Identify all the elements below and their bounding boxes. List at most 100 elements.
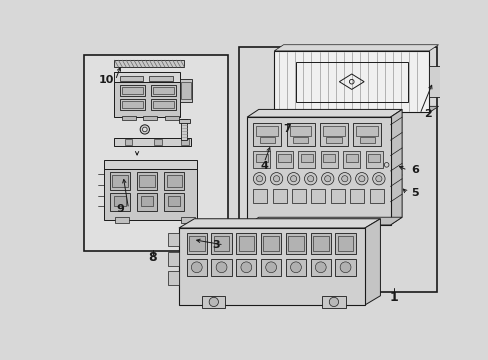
Polygon shape xyxy=(390,109,401,225)
Bar xyxy=(428,66,439,97)
Circle shape xyxy=(341,176,347,182)
Bar xyxy=(310,233,330,254)
Circle shape xyxy=(304,172,316,185)
Bar xyxy=(289,126,311,136)
Bar xyxy=(137,193,157,211)
Circle shape xyxy=(340,262,350,273)
Bar xyxy=(120,99,144,110)
Circle shape xyxy=(290,176,296,182)
Bar xyxy=(179,78,192,102)
Bar xyxy=(151,99,176,110)
Circle shape xyxy=(256,176,262,182)
Circle shape xyxy=(287,172,299,185)
Bar xyxy=(268,121,273,145)
Circle shape xyxy=(355,172,367,185)
Bar xyxy=(330,189,344,203)
Bar xyxy=(122,101,142,108)
Circle shape xyxy=(216,262,226,273)
Bar xyxy=(168,252,179,266)
Polygon shape xyxy=(246,109,401,117)
Bar xyxy=(186,233,206,254)
Bar xyxy=(181,82,190,99)
Bar xyxy=(319,123,347,147)
Bar xyxy=(291,189,305,203)
Bar xyxy=(179,119,189,123)
Circle shape xyxy=(140,125,149,134)
Bar xyxy=(114,60,183,67)
Bar xyxy=(122,87,142,94)
Bar xyxy=(189,236,204,251)
Bar xyxy=(306,124,320,134)
Bar xyxy=(272,189,286,203)
Bar xyxy=(151,85,176,96)
Bar xyxy=(345,154,357,162)
Bar xyxy=(164,172,184,190)
Circle shape xyxy=(324,176,330,182)
Polygon shape xyxy=(103,160,196,170)
Bar xyxy=(381,160,390,170)
Bar xyxy=(300,154,312,162)
Text: 3: 3 xyxy=(212,240,220,250)
Bar xyxy=(356,126,377,136)
Bar xyxy=(149,76,172,81)
Text: 10: 10 xyxy=(98,75,114,85)
Bar xyxy=(322,296,345,308)
Polygon shape xyxy=(305,116,325,120)
Bar xyxy=(84,55,227,251)
Bar xyxy=(365,151,382,168)
Bar xyxy=(310,259,330,276)
Bar xyxy=(164,193,184,211)
Bar xyxy=(186,259,206,276)
Polygon shape xyxy=(114,72,179,82)
Bar xyxy=(139,175,155,187)
Bar xyxy=(298,151,315,168)
Bar xyxy=(137,172,157,190)
Circle shape xyxy=(270,172,282,185)
Bar xyxy=(143,116,157,120)
Polygon shape xyxy=(274,106,438,112)
Bar xyxy=(164,116,179,120)
Bar xyxy=(253,123,281,147)
Polygon shape xyxy=(114,138,191,147)
Bar xyxy=(124,139,132,145)
Bar xyxy=(305,120,322,142)
Bar xyxy=(328,136,340,140)
Polygon shape xyxy=(274,45,438,51)
Circle shape xyxy=(372,172,384,185)
Bar xyxy=(323,154,335,162)
Bar xyxy=(369,189,383,203)
Circle shape xyxy=(241,262,251,273)
Text: 8: 8 xyxy=(148,251,157,264)
Circle shape xyxy=(191,262,202,273)
Bar xyxy=(236,233,256,254)
Circle shape xyxy=(315,262,325,273)
Polygon shape xyxy=(364,219,380,305)
Bar xyxy=(154,139,162,145)
Bar xyxy=(253,189,267,203)
Bar xyxy=(280,142,287,147)
Bar xyxy=(382,178,399,195)
Bar xyxy=(337,236,352,251)
Bar xyxy=(110,193,130,211)
Bar xyxy=(181,139,189,145)
Bar xyxy=(114,195,126,206)
Bar xyxy=(246,117,390,225)
Bar xyxy=(325,137,341,143)
Bar xyxy=(335,259,355,276)
Bar xyxy=(166,175,182,187)
Polygon shape xyxy=(382,175,401,178)
Bar xyxy=(367,154,380,162)
Bar xyxy=(285,233,305,254)
Bar xyxy=(115,217,129,223)
Bar xyxy=(236,259,256,276)
Bar xyxy=(112,175,127,187)
Bar xyxy=(274,51,428,112)
Text: 2: 2 xyxy=(423,109,431,119)
Bar xyxy=(279,131,288,149)
Bar xyxy=(179,228,364,305)
Text: 4: 4 xyxy=(260,161,267,171)
Bar xyxy=(168,271,179,285)
Polygon shape xyxy=(325,116,346,120)
Bar xyxy=(308,136,319,140)
Circle shape xyxy=(265,262,276,273)
